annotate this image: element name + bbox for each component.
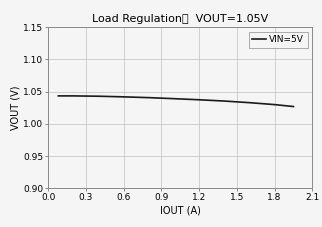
Legend: VIN=5V: VIN=5V	[249, 32, 308, 48]
VIN=5V	[172, 97, 176, 100]
VIN=5V	[248, 101, 251, 104]
VIN=5V	[273, 103, 277, 106]
VIN=5V	[223, 100, 226, 102]
VIN=5V	[291, 105, 295, 108]
Line: VIN=5V: VIN=5V	[58, 96, 293, 106]
Title: Load Regulation．  VOUT=1.05V: Load Regulation． VOUT=1.05V	[92, 14, 269, 24]
Y-axis label: VOUT (V): VOUT (V)	[11, 86, 21, 130]
VIN=5V	[56, 94, 60, 97]
X-axis label: IOUT (A): IOUT (A)	[160, 205, 201, 215]
VIN=5V	[71, 94, 75, 97]
VIN=5V	[97, 95, 100, 98]
VIN=5V	[122, 96, 126, 98]
VIN=5V	[147, 96, 151, 99]
VIN=5V	[197, 98, 201, 101]
